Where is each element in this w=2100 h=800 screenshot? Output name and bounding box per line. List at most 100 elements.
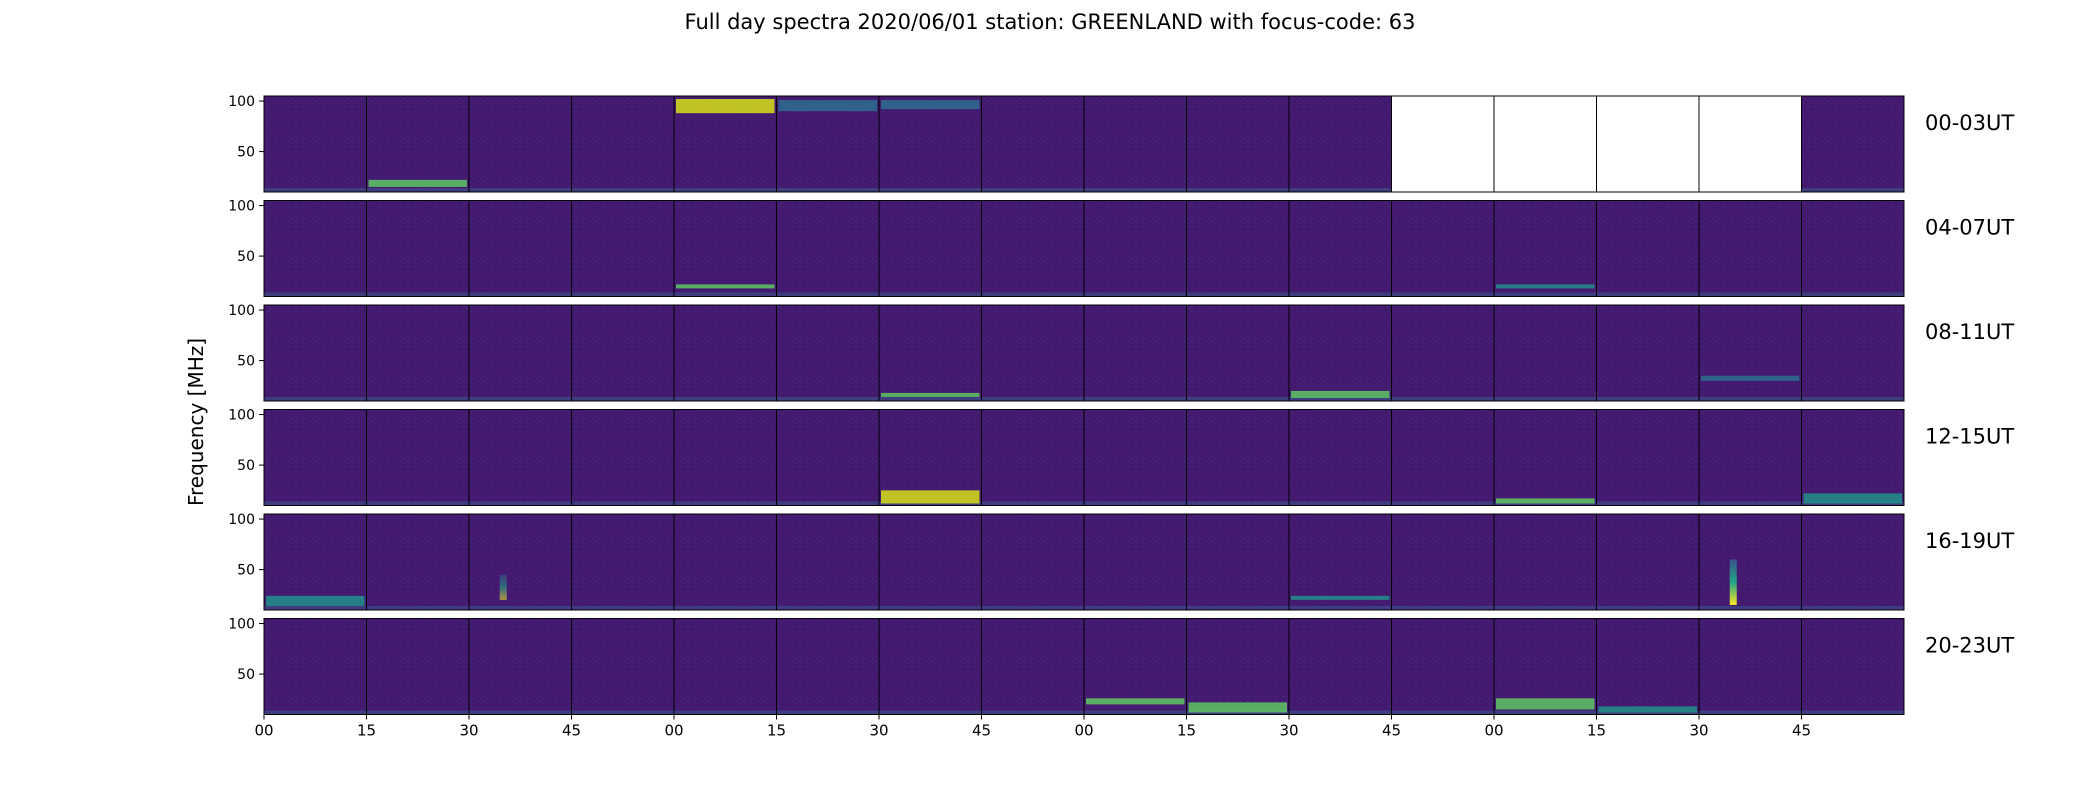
spectra-row: 50 100 08-11UT — [228, 303, 2014, 402]
low-frequency-band — [264, 292, 367, 297]
spectrum-panel — [776, 200, 879, 297]
spectrum-panel — [1596, 200, 1699, 297]
low-frequency-band — [366, 292, 469, 297]
low-frequency-band — [776, 605, 879, 610]
emission-band — [778, 100, 877, 112]
emission-band — [1496, 498, 1595, 504]
spectrum-panel — [1494, 305, 1597, 401]
spectrum-panel — [879, 618, 982, 715]
spectrum-panel — [879, 409, 982, 506]
spectrum-panel — [1699, 305, 1802, 401]
spectrum-panel — [674, 409, 777, 506]
spectrum-panel — [264, 96, 367, 192]
spectrum-panel — [264, 409, 367, 506]
spectrum-panel — [366, 409, 469, 506]
low-frequency-band — [1801, 292, 1904, 297]
emission-band — [881, 490, 980, 504]
spectrum-panel — [469, 618, 572, 715]
spectrum-panel — [1801, 409, 1904, 506]
x-tick-label: 45 — [1792, 722, 1811, 740]
spectrum-panel — [1596, 618, 1699, 715]
low-frequency-band — [1699, 710, 1802, 715]
y-tick-label: 50 — [237, 354, 255, 370]
spectrum-panel — [674, 305, 777, 401]
x-tick-label: 15 — [1177, 722, 1196, 740]
spectrum-panel — [776, 305, 879, 401]
spectra-row: 50 100 20-23UT — [228, 617, 2014, 715]
emission-band — [881, 392, 980, 397]
emission-band — [881, 100, 980, 110]
low-frequency-band — [264, 710, 367, 715]
low-frequency-band — [981, 501, 1084, 506]
y-tick-label: 50 — [237, 145, 255, 161]
low-frequency-band — [981, 187, 1084, 192]
spectrum-panel — [264, 514, 367, 610]
spectrum-panel — [674, 514, 777, 610]
spectrum-panel — [1801, 514, 1904, 610]
panel-frame — [1801, 200, 1905, 297]
panel-frame — [1801, 513, 1905, 611]
spectrum-panel — [776, 618, 879, 715]
spectrum-panel — [1596, 305, 1699, 401]
spectrum-panel — [981, 96, 1084, 192]
low-frequency-band — [879, 187, 982, 192]
panel-frame — [1801, 304, 1905, 402]
low-frequency-band — [1186, 396, 1289, 401]
emission-band — [1496, 698, 1595, 710]
low-frequency-band — [571, 605, 674, 610]
low-frequency-band — [1391, 396, 1494, 401]
low-frequency-band — [1801, 605, 1904, 610]
spectrum-panel — [1801, 96, 1904, 192]
low-frequency-band — [1801, 396, 1904, 401]
low-frequency-band — [1494, 292, 1597, 297]
row-time-label: 00-03UT — [1925, 111, 2014, 135]
emission-band — [1291, 390, 1390, 398]
empty-spectrum-panel — [1596, 96, 1699, 192]
low-frequency-band — [674, 292, 777, 297]
spectrum-panel — [1186, 200, 1289, 297]
low-frequency-band — [1699, 605, 1802, 610]
spectrum-panel — [469, 305, 572, 401]
spectrum-panel — [1699, 514, 1802, 610]
spectrum-panel — [1699, 409, 1802, 506]
spectrum-panel — [571, 200, 674, 297]
emission-band — [1496, 284, 1595, 289]
low-frequency-band — [776, 187, 879, 192]
emission-band — [266, 595, 365, 606]
emission-band — [1291, 595, 1390, 600]
spectrum-panel — [776, 409, 879, 506]
spectrum-panel — [1084, 514, 1187, 610]
low-frequency-band — [1186, 605, 1289, 610]
y-tick-label: 50 — [237, 458, 255, 474]
x-tick-label: 30 — [1279, 722, 1298, 740]
emission-band — [1188, 702, 1287, 713]
emission-band — [676, 284, 775, 289]
spectrum-panel — [1186, 409, 1289, 506]
low-frequency-band — [1494, 710, 1597, 715]
low-frequency-band — [571, 710, 674, 715]
spectrum-panel — [1289, 96, 1392, 192]
y-tick-label: 100 — [228, 408, 255, 424]
emission-band — [1086, 698, 1185, 705]
low-frequency-band — [981, 396, 1084, 401]
empty-spectrum-panel — [1699, 96, 1802, 192]
spectrum-panel — [469, 200, 572, 297]
low-frequency-band — [366, 501, 469, 506]
low-frequency-band — [1084, 710, 1187, 715]
x-tick-label: 00 — [1484, 722, 1503, 740]
low-frequency-band — [1596, 396, 1699, 401]
emission-band — [1803, 493, 1902, 504]
low-frequency-band — [674, 187, 777, 192]
low-frequency-band — [1084, 501, 1187, 506]
x-tick-label: 00 — [254, 722, 273, 740]
spectrum-panel — [571, 96, 674, 192]
low-frequency-band — [776, 710, 879, 715]
low-frequency-band — [879, 710, 982, 715]
radio-burst — [499, 574, 507, 600]
x-tick-label: 15 — [357, 722, 376, 740]
low-frequency-band — [1801, 187, 1904, 192]
spectrum-panel — [1494, 409, 1597, 506]
low-frequency-band — [469, 396, 572, 401]
low-frequency-band — [1084, 292, 1187, 297]
